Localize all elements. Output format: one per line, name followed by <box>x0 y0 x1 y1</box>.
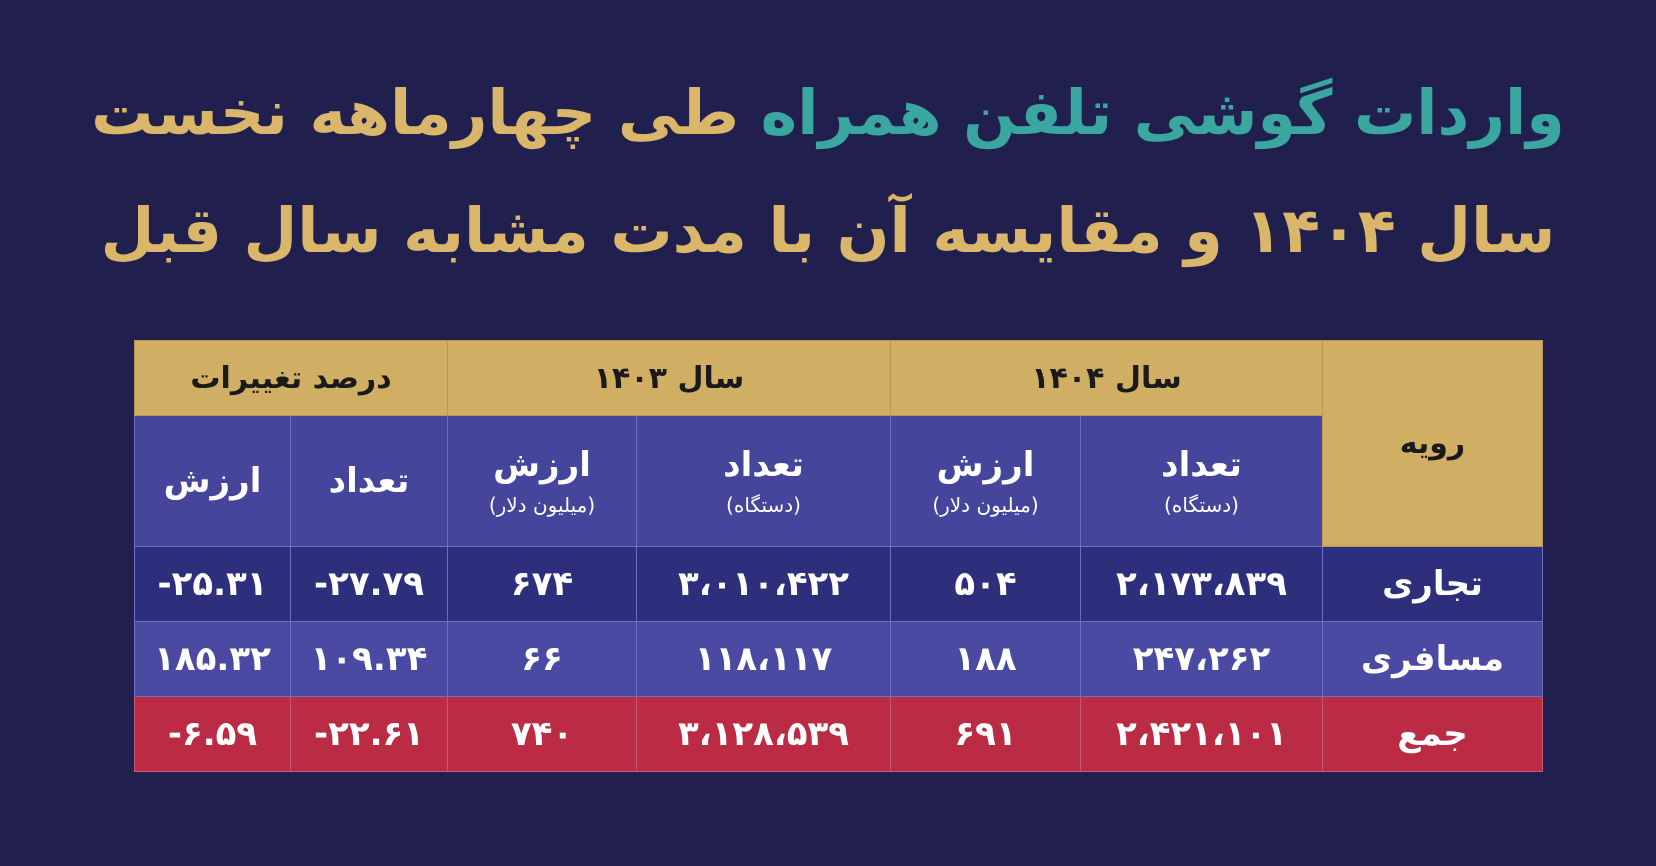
change-value-header: ارزش <box>134 415 291 547</box>
value-1403: ۶۶ <box>447 621 637 697</box>
count-1403: ۳،۰۱۰،۴۲۲ <box>636 546 891 622</box>
pct-count: ۱۰۹.۳۴ <box>290 621 448 697</box>
count-1404: ۲۴۷،۲۶۲ <box>1080 621 1323 697</box>
title-line-1: واردات گوشی تلفن همراه طی چهارماهه نخست <box>0 82 1656 144</box>
group-1403-header: سال ۱۴۰۳ <box>447 340 891 416</box>
table-row-passenger: ۱۸۵.۳۲ ۱۰۹.۳۴ ۶۶ ۱۱۸،۱۱۷ ۱۸۸ ۲۴۷،۲۶۲ مسا… <box>134 621 1543 697</box>
table-row-commercial: -۲۵.۳۱ -۲۷.۷۹ ۶۷۴ ۳،۰۱۰،۴۲۲ ۵۰۴ ۲،۱۷۳،۸۳… <box>134 546 1543 622</box>
pct-count: -۲۷.۷۹ <box>290 546 448 622</box>
value-1404: ۱۸۸ <box>890 621 1081 697</box>
value-1403: ۶۷۴ <box>447 546 637 622</box>
route-header: رویه <box>1322 340 1543 547</box>
value-1403-header: ارزش (میلیون دلار) <box>447 415 637 547</box>
row-label: مسافری <box>1322 621 1543 697</box>
group-change-header: درصد تغییرات <box>134 340 448 416</box>
pct-value: -۶.۵۹ <box>134 696 291 772</box>
value-1403: ۷۴۰ <box>447 696 637 772</box>
pct-value: ۱۸۵.۳۲ <box>134 621 291 697</box>
count-1403: ۳،۱۲۸،۵۳۹ <box>636 696 891 772</box>
table-row-total: -۶.۵۹ -۲۲.۶۱ ۷۴۰ ۳،۱۲۸،۵۳۹ ۶۹۱ ۲،۴۲۱،۱۰۱… <box>134 696 1543 772</box>
title-rest: طی چهارماهه نخست <box>91 76 739 149</box>
value-1404: ۶۹۱ <box>890 696 1081 772</box>
value-1404-header: ارزش (میلیون دلار) <box>890 415 1081 547</box>
count-1404: ۲،۴۲۱،۱۰۱ <box>1080 696 1323 772</box>
group-1404-header: سال ۱۴۰۴ <box>890 340 1323 416</box>
change-count-header: تعداد <box>290 415 448 547</box>
pct-count: -۲۲.۶۱ <box>290 696 448 772</box>
count-1403-header: تعداد (دستگاه) <box>636 415 891 547</box>
row-label: جمع <box>1322 696 1543 772</box>
value-1404: ۵۰۴ <box>890 546 1081 622</box>
count-1404: ۲،۱۷۳،۸۳۹ <box>1080 546 1323 622</box>
imports-table: درصد تغییرات سال ۱۴۰۳ سال ۱۴۰۴ رویه ارزش… <box>134 340 1543 772</box>
pct-value: -۲۵.۳۱ <box>134 546 291 622</box>
title-line-2: سال ۱۴۰۴ و مقایسه آن با مدت مشابه سال قب… <box>100 194 1556 267</box>
count-1403: ۱۱۸،۱۱۷ <box>636 621 891 697</box>
row-label: تجاری <box>1322 546 1543 622</box>
title-highlight: واردات گوشی تلفن همراه <box>760 76 1565 149</box>
count-1404-header: تعداد (دستگاه) <box>1080 415 1323 547</box>
